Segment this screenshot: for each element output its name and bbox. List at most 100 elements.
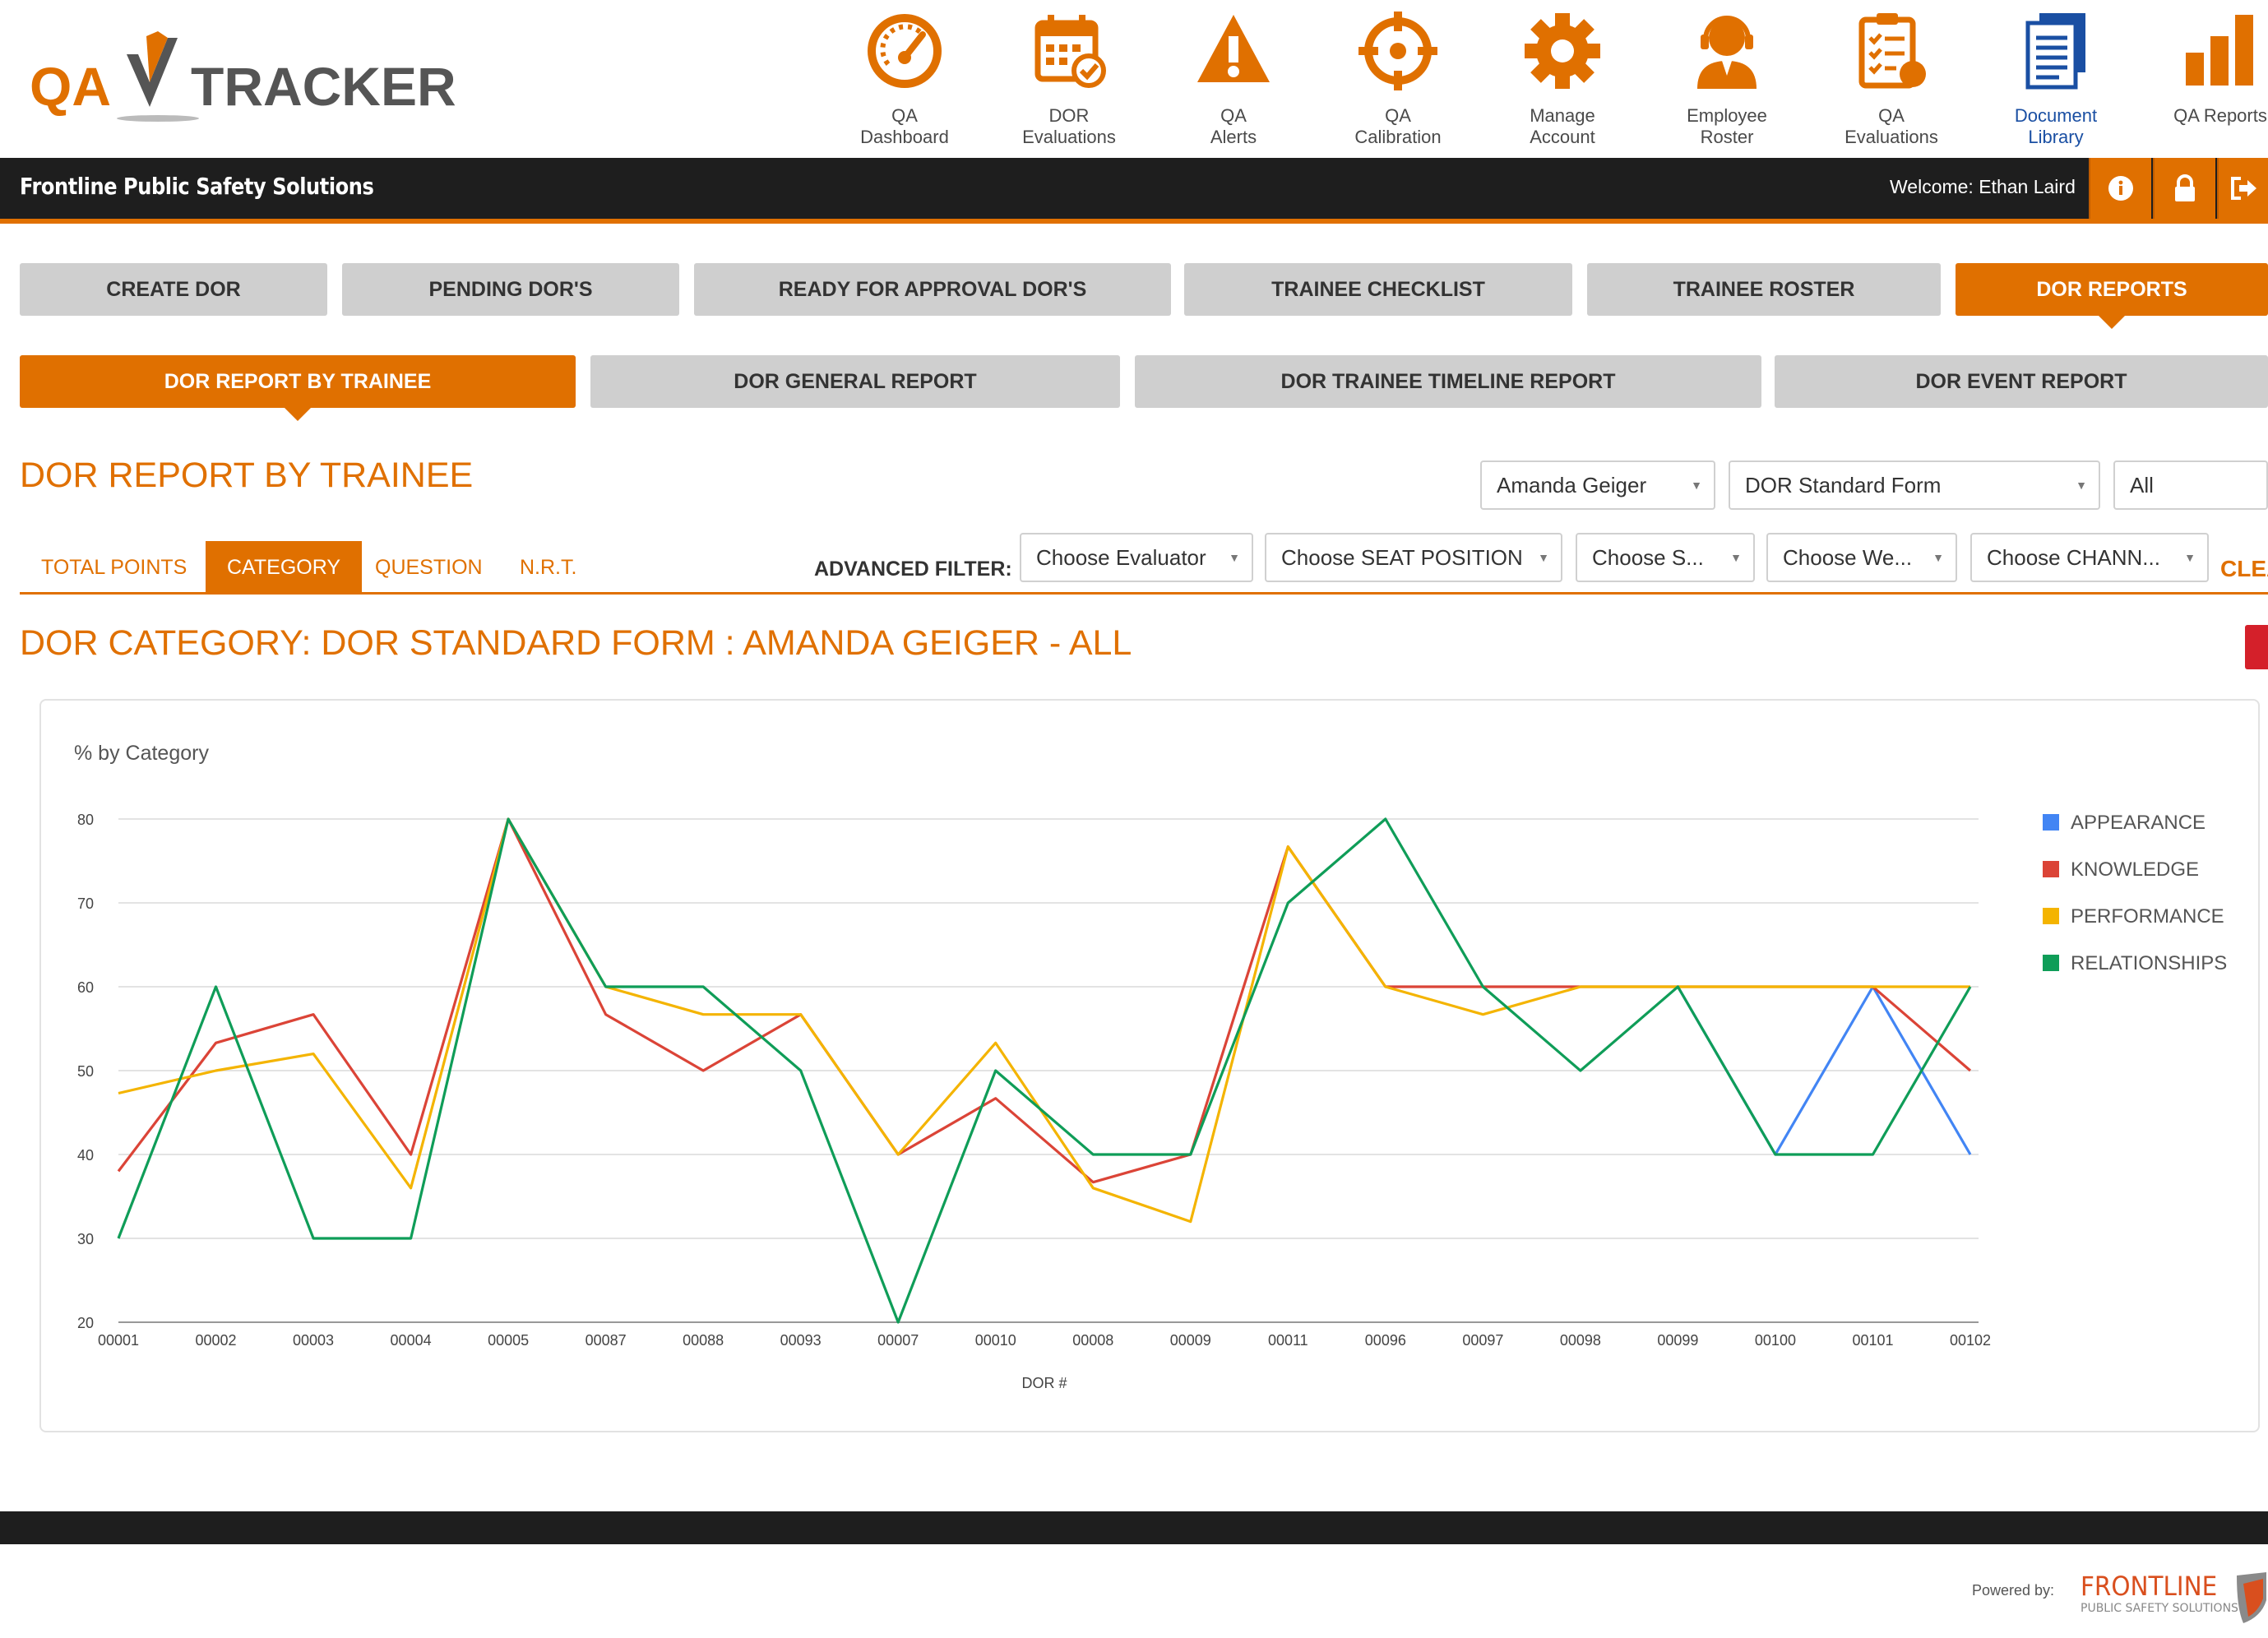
nav-item-dor-evaluations[interactable]: DOR Evaluations: [987, 0, 1151, 158]
info-button[interactable]: [2089, 158, 2151, 219]
advanced-filter-label: ADVANCED FILTER:: [814, 558, 1012, 581]
x-tick-label: 00003: [293, 1332, 334, 1349]
gear-icon: [1525, 13, 1600, 89]
x-tick-label: 00002: [195, 1332, 236, 1349]
nav-label: Manage Account: [1530, 105, 1595, 147]
nav-item-qa-alerts[interactable]: QA Alerts: [1151, 0, 1316, 158]
legend-label-performance: PERFORMANCE: [2071, 905, 2224, 928]
logout-icon: [2231, 177, 2256, 200]
headset-user-icon: [1697, 16, 1757, 89]
nav-item-manage-account[interactable]: Manage Account: [1480, 0, 1645, 158]
series-line-relationships: [117, 817, 1972, 1324]
x-tick-label: 00098: [1560, 1332, 1601, 1349]
info-icon: [2108, 176, 2133, 201]
calendar-check-icon: [1034, 15, 1106, 88]
org-bar: Frontline Public Safety Solutions Welcom…: [0, 158, 2268, 224]
subtab-underline: [20, 592, 2268, 595]
y-tick-label: 70: [77, 895, 94, 912]
category-line-chart: % by Category 20 30 40 50 60 70 80 00001 00002 000…: [74, 742, 2227, 1391]
subtab-category[interactable]: CATEGORY: [206, 541, 362, 594]
legend-swatch-relationships: [2043, 955, 2059, 971]
tab-report-by-trainee[interactable]: DOR REPORT BY TRAINEE: [20, 355, 576, 408]
x-tick-label: 00007: [877, 1332, 919, 1349]
org-name: Frontline Public Safety Solutions: [20, 173, 374, 200]
form-select[interactable]: DOR Standard Form ▼: [1729, 460, 2100, 510]
gauge-icon: [868, 14, 942, 88]
subtab-nrt[interactable]: N.R.T.: [520, 556, 577, 579]
lock-icon: [2175, 174, 2195, 201]
x-tick-label: 00093: [780, 1332, 822, 1349]
tab-pending-dors[interactable]: PENDING DOR'S: [342, 263, 679, 316]
x-tick-label: 00087: [586, 1332, 627, 1349]
nav-label: QA Alerts: [1210, 105, 1257, 147]
lock-button[interactable]: [2153, 158, 2215, 219]
series-line-knowledge: [117, 817, 1972, 1184]
tab-create-dor[interactable]: CREATE DOR: [20, 263, 327, 316]
chart-title: % by Category: [74, 742, 209, 765]
qa-tracker-logo[interactable]: QA TRACKER: [26, 31, 520, 130]
y-tick-label: 80: [77, 812, 94, 828]
shift-select-value: Choose S...: [1592, 545, 1704, 570]
pdf-export-icon[interactable]: [2245, 625, 2268, 669]
x-tick-label: 00004: [391, 1332, 432, 1349]
logo-text-tracker: TRACKER: [191, 56, 456, 117]
nav-label: QA Calibration: [1354, 105, 1442, 147]
scope-select[interactable]: All: [2113, 460, 2268, 510]
seat-position-select[interactable]: Choose SEAT POSITION ▼: [1265, 533, 1562, 582]
trainee-select-value: Amanda Geiger: [1497, 473, 1647, 497]
nav-item-qa-reports[interactable]: QA Reports: [2138, 0, 2268, 158]
x-tick-label: 00009: [1170, 1332, 1211, 1349]
x-tick-label: 00101: [1852, 1332, 1893, 1349]
shift-select[interactable]: Choose S... ▼: [1576, 533, 1755, 582]
clear-filters-link[interactable]: CLEAR: [2220, 556, 2268, 581]
x-tick-label: 00102: [1950, 1332, 1991, 1349]
nav-item-employee-roster[interactable]: Employee Roster: [1645, 0, 1809, 158]
channel-select[interactable]: Choose CHANN... ▼: [1970, 533, 2209, 582]
chevron-down-icon: ▼: [1730, 551, 1742, 564]
x-tick-label: 00096: [1365, 1332, 1406, 1349]
evaluator-select[interactable]: Choose Evaluator ▼: [1020, 533, 1253, 582]
legend-label-knowledge: KNOWLEDGE: [2071, 858, 2199, 881]
tab-general-report[interactable]: DOR GENERAL REPORT: [590, 355, 1120, 408]
form-select-value: DOR Standard Form: [1745, 473, 1942, 497]
warning-icon: [1197, 15, 1270, 82]
page-title: DOR REPORT BY TRAINEE: [20, 456, 474, 495]
x-tick-label: 00010: [975, 1332, 1016, 1349]
nav-label: Employee Roster: [1687, 105, 1767, 147]
nav-item-qa-evaluations[interactable]: QA Evaluations: [1809, 0, 1974, 158]
weather-select-value: Choose We...: [1783, 545, 1913, 570]
subtab-total-points[interactable]: TOTAL POINTS: [41, 556, 187, 579]
x-tick-label: 00100: [1755, 1332, 1796, 1349]
report-heading: DOR CATEGORY: DOR STANDARD FORM : AMANDA…: [20, 623, 1132, 663]
nav-item-qa-calibration[interactable]: QA Calibration: [1316, 0, 1480, 158]
x-tick-label: 00008: [1072, 1332, 1113, 1349]
chevron-down-icon: ▼: [1932, 551, 1944, 564]
legend-label-appearance: APPEARANCE: [2071, 812, 2206, 834]
nav-label: QA Evaluations: [1844, 105, 1938, 147]
weather-select[interactable]: Choose We... ▼: [1766, 533, 1957, 582]
footer-brand-sub: PUBLIC SAFETY SOLUTIONS: [2081, 1602, 2238, 1615]
documents-icon: [2025, 13, 2085, 90]
subtab-question[interactable]: QUESTION: [375, 556, 483, 579]
tab-event-report[interactable]: DOR EVENT REPORT: [1775, 355, 2268, 408]
nav-label: DOR Evaluations: [1022, 105, 1116, 147]
footer-bar: [0, 1511, 2268, 1544]
y-tick-label: 40: [77, 1147, 94, 1164]
nav-item-qa-dashboard[interactable]: QA Dashboard: [822, 0, 987, 158]
series-line-performance: [118, 817, 1970, 1224]
nav-item-document-library[interactable]: Document Library: [1974, 0, 2138, 158]
chevron-down-icon: ▼: [2184, 551, 2196, 564]
tab-ready-for-approval[interactable]: READY FOR APPROVAL DOR'S: [694, 263, 1171, 316]
x-tick-label: 00001: [98, 1332, 139, 1349]
trainee-select[interactable]: Amanda Geiger ▼: [1480, 460, 1715, 510]
frontline-logo[interactable]: FRONTLINE PUBLIC SAFETY SOLUTIONS: [2081, 1567, 2268, 1625]
footer-brand: FRONTLINE: [2081, 1571, 2217, 1602]
tab-dor-reports[interactable]: DOR REPORTS: [1956, 263, 2268, 316]
logout-button[interactable]: [2217, 158, 2268, 219]
tab-trainee-timeline-report[interactable]: DOR TRAINEE TIMELINE REPORT: [1135, 355, 1761, 408]
legend-swatch-knowledge: [2043, 861, 2059, 877]
powered-by-text: Powered by:: [1972, 1582, 2055, 1599]
tab-trainee-roster[interactable]: TRAINEE ROSTER: [1587, 263, 1941, 316]
tab-trainee-checklist[interactable]: TRAINEE CHECKLIST: [1184, 263, 1572, 316]
chevron-down-icon: ▼: [1538, 551, 1549, 564]
